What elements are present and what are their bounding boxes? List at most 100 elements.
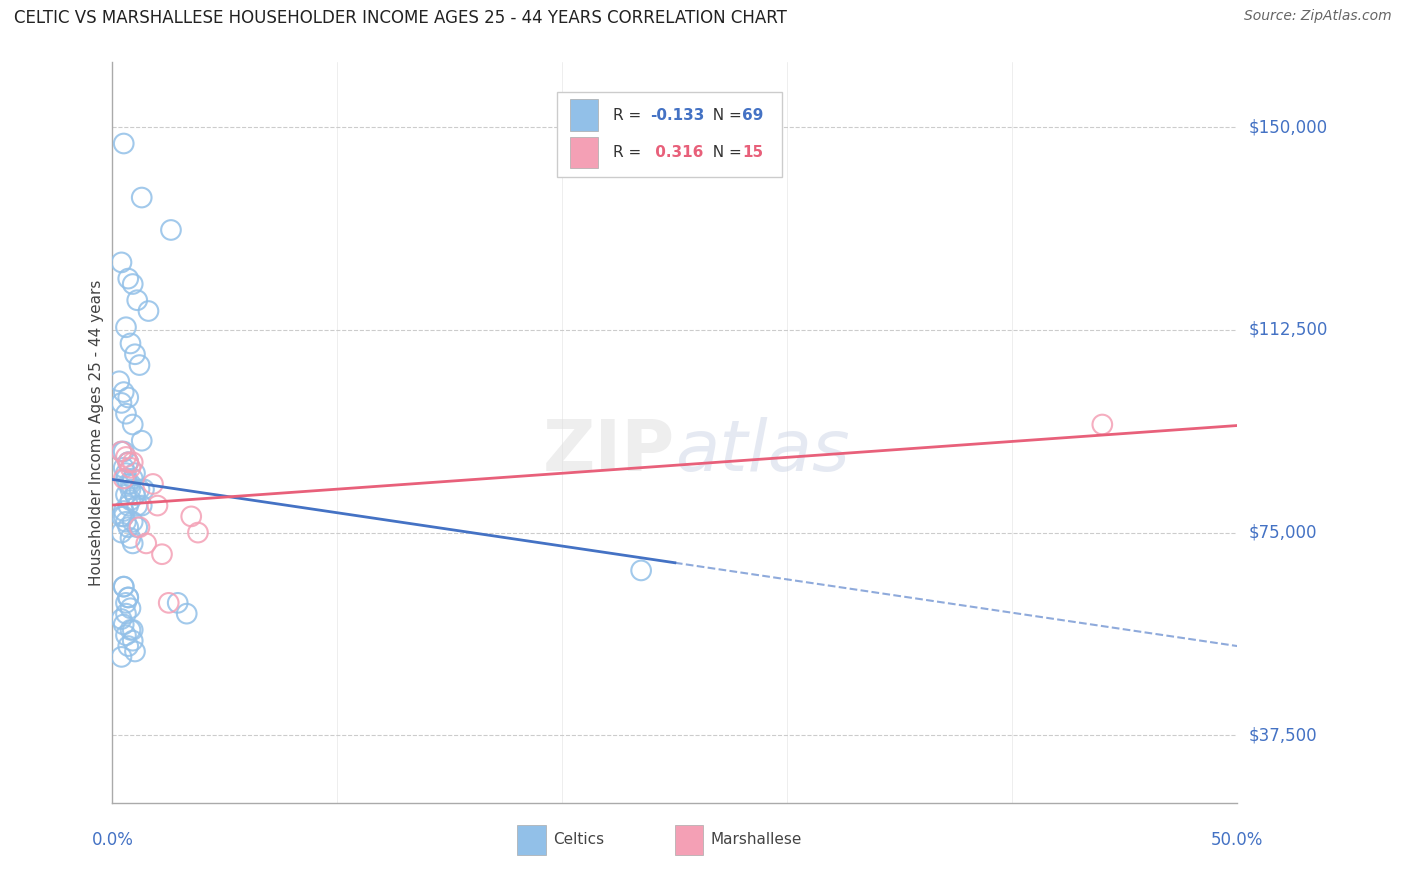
Bar	[517, 825, 546, 855]
Point	[180, 509, 202, 524]
Point	[117, 455, 139, 469]
Point	[110, 612, 132, 626]
Text: $112,500: $112,500	[1249, 321, 1327, 339]
Bar	[571, 137, 599, 169]
Point	[160, 223, 183, 237]
Text: $75,000: $75,000	[1249, 524, 1317, 541]
Point	[128, 483, 150, 497]
Point	[142, 477, 165, 491]
Text: 15: 15	[742, 145, 763, 161]
Point	[121, 471, 143, 485]
Point	[132, 483, 155, 497]
Point	[112, 471, 135, 485]
Point	[112, 617, 135, 632]
Point	[110, 255, 132, 269]
Point	[117, 271, 139, 285]
Point	[120, 531, 142, 545]
Point	[117, 520, 139, 534]
Text: $150,000: $150,000	[1249, 119, 1327, 136]
Point	[120, 483, 142, 497]
Point	[112, 385, 135, 400]
Point	[146, 499, 169, 513]
Point	[131, 190, 153, 204]
Point	[121, 277, 143, 291]
Point	[135, 536, 157, 550]
Point	[115, 628, 138, 642]
Point	[127, 293, 149, 308]
Point	[112, 136, 135, 151]
Bar	[675, 825, 703, 855]
Point	[117, 455, 139, 469]
Point	[110, 649, 132, 664]
Point	[112, 460, 135, 475]
Point	[176, 607, 198, 621]
Text: $37,500: $37,500	[1249, 726, 1317, 744]
Point	[121, 536, 143, 550]
Point	[128, 358, 150, 372]
Point	[124, 488, 146, 502]
Point	[110, 396, 132, 410]
Point	[120, 336, 142, 351]
Text: Source: ZipAtlas.com: Source: ZipAtlas.com	[1244, 9, 1392, 23]
Point	[127, 520, 149, 534]
Point	[120, 601, 142, 615]
Point	[120, 477, 142, 491]
Point	[117, 639, 139, 653]
Point	[150, 547, 173, 561]
Point	[630, 563, 652, 577]
Point	[115, 488, 138, 502]
Point	[110, 525, 132, 540]
Text: atlas: atlas	[675, 417, 849, 486]
Point	[128, 520, 150, 534]
Text: ZIP: ZIP	[543, 417, 675, 486]
Point	[110, 509, 132, 524]
Point	[121, 515, 143, 529]
Y-axis label: Householder Income Ages 25 - 44 years: Householder Income Ages 25 - 44 years	[89, 279, 104, 586]
Point	[124, 488, 146, 502]
Point	[127, 499, 149, 513]
Point	[117, 455, 139, 469]
Text: Celtics: Celtics	[554, 832, 605, 847]
Point	[124, 644, 146, 658]
Text: N =: N =	[703, 145, 747, 161]
Point	[115, 407, 138, 421]
Text: CELTIC VS MARSHALLESE HOUSEHOLDER INCOME AGES 25 - 44 YEARS CORRELATION CHART: CELTIC VS MARSHALLESE HOUSEHOLDER INCOME…	[14, 9, 787, 27]
Point	[115, 515, 138, 529]
Point	[121, 633, 143, 648]
Point	[117, 591, 139, 605]
Point	[112, 444, 135, 458]
Point	[117, 591, 139, 605]
Text: 0.0%: 0.0%	[91, 830, 134, 848]
Point	[112, 504, 135, 518]
Text: -0.133: -0.133	[650, 108, 704, 122]
Point	[115, 450, 138, 464]
Point	[121, 455, 143, 469]
Point	[115, 596, 138, 610]
Text: R =: R =	[613, 108, 647, 122]
Point	[124, 347, 146, 361]
Point	[131, 434, 153, 448]
Text: 50.0%: 50.0%	[1211, 830, 1264, 848]
Point	[117, 499, 139, 513]
Point	[1091, 417, 1114, 432]
Point	[115, 466, 138, 480]
Point	[112, 509, 135, 524]
Point	[112, 580, 135, 594]
Point	[131, 499, 153, 513]
Bar	[571, 99, 599, 130]
Point	[110, 444, 132, 458]
Point	[121, 417, 143, 432]
Text: Marshallese: Marshallese	[711, 832, 803, 847]
Text: N =: N =	[703, 108, 747, 122]
FancyBboxPatch shape	[557, 92, 782, 178]
Text: 0.316: 0.316	[650, 145, 703, 161]
Point	[121, 623, 143, 637]
Point	[166, 596, 188, 610]
Point	[108, 374, 131, 388]
Point	[110, 444, 132, 458]
Point	[120, 460, 142, 475]
Point	[117, 391, 139, 405]
Point	[124, 466, 146, 480]
Point	[117, 477, 139, 491]
Point	[115, 607, 138, 621]
